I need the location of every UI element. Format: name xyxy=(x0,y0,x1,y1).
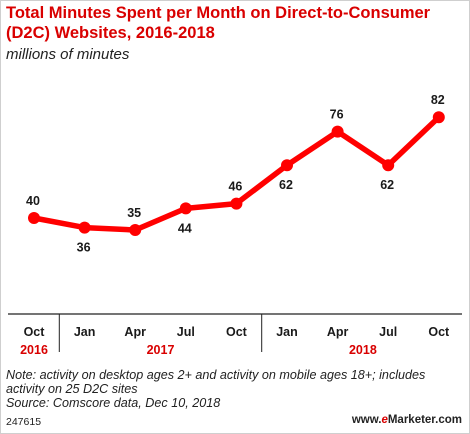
x-tick-label: Jul xyxy=(379,325,397,339)
data-point xyxy=(230,197,243,210)
data-label: 40 xyxy=(26,194,40,208)
data-point xyxy=(28,212,40,224)
chart-id: 247615 xyxy=(6,416,42,428)
x-tick-label: Jan xyxy=(74,325,96,339)
x-tick-label: Jan xyxy=(276,325,298,339)
data-point xyxy=(179,202,192,215)
x-tick-label: Oct xyxy=(24,325,46,339)
data-label: 62 xyxy=(279,178,293,192)
data-point xyxy=(331,125,344,138)
source-text: Source: Comscore data, Dec 10, 2018 xyxy=(6,396,221,410)
data-point xyxy=(78,221,91,234)
year-label: 2017 xyxy=(147,343,175,357)
data-label: 35 xyxy=(127,206,141,220)
chart-subtitle: millions of minutes xyxy=(6,46,130,63)
emarketer-logo: www.eMarketer.com xyxy=(352,414,462,426)
x-tick-label: Apr xyxy=(327,325,349,339)
data-point xyxy=(281,159,293,172)
data-label: 76 xyxy=(330,108,344,122)
data-point xyxy=(432,111,445,124)
year-label: 2016 xyxy=(20,343,48,357)
data-label: 44 xyxy=(178,221,192,235)
year-label: 2018 xyxy=(349,343,377,357)
chart-notes: Note: activity on desktop ages 2+ and ac… xyxy=(6,368,466,410)
series-line xyxy=(31,114,442,233)
data-point xyxy=(129,224,142,236)
chart-title: Total Minutes Spent per Month on Direct-… xyxy=(6,4,431,42)
data-label: 46 xyxy=(228,180,242,194)
x-tick-label: Apr xyxy=(124,325,146,339)
note-text: Note: activity on desktop ages 2+ and ac… xyxy=(6,368,426,396)
x-tick-label: Oct xyxy=(428,325,450,339)
data-label: 82 xyxy=(431,93,445,107)
brand-e: e xyxy=(381,414,388,426)
data-label: 62 xyxy=(380,178,394,192)
x-tick-label: Oct xyxy=(226,325,248,339)
x-tick-label: Jul xyxy=(177,325,195,339)
data-label: 36 xyxy=(77,241,91,255)
data-point xyxy=(382,159,395,172)
brand-suffix: .com xyxy=(435,414,462,426)
brand-name: Marketer xyxy=(387,414,436,426)
brand-prefix: www. xyxy=(351,414,382,426)
